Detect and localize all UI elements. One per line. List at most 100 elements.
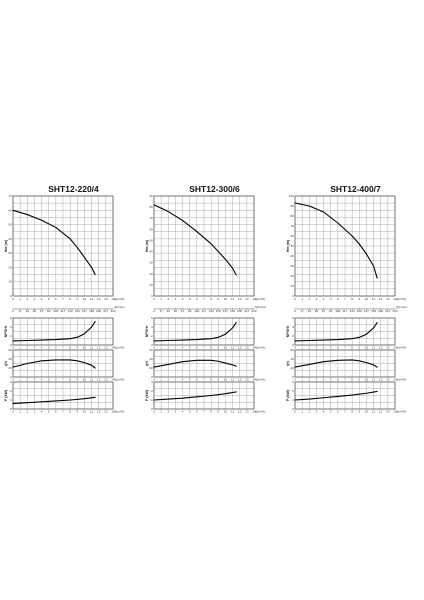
- curve-npsh: [12, 321, 96, 342]
- x-tick-label: 12: [238, 297, 242, 301]
- y-tick-label: 1: [292, 398, 294, 402]
- lmin-tick-label: 167: [82, 309, 87, 313]
- x-tick-label: 9: [76, 410, 78, 414]
- plot-frame: [12, 317, 114, 346]
- lmin-tick-label: 0: [294, 309, 296, 313]
- curve-eff: [12, 359, 96, 369]
- y-tick-label: 30: [8, 251, 12, 255]
- x-tick-label: 11: [90, 346, 93, 350]
- x-tick-label: 11: [231, 378, 234, 382]
- plot-frame: [294, 349, 396, 378]
- x-tick-label: 10: [83, 346, 87, 350]
- lmin-tick-label: 67: [322, 309, 326, 313]
- y-tick-label: 60: [290, 234, 294, 238]
- x-unit-label: Q(m³/h): [114, 378, 124, 382]
- x-tick-label: 10: [365, 378, 369, 382]
- x-tick-label: 8: [351, 297, 353, 301]
- x-tick-label: 7: [203, 297, 205, 301]
- chart-title: SHT12-300/6: [189, 184, 240, 194]
- x-tick-label: 5: [189, 378, 191, 382]
- x-tick-label: 14: [252, 346, 256, 350]
- x-tick-label: 10: [365, 346, 369, 350]
- y-tick-label: 4: [151, 325, 153, 329]
- y-tick-label: 60: [149, 348, 153, 352]
- curve-head: [153, 204, 237, 276]
- x-tick-label: 13: [104, 297, 108, 301]
- plot-frame: [12, 349, 114, 378]
- y-tick-label: 3: [10, 380, 12, 384]
- lmin-tick-label: 200: [237, 309, 242, 313]
- lmin-tick-label: 17: [300, 309, 304, 313]
- lmin-tick-label: 133: [68, 309, 73, 313]
- lmin-tick-label: 183: [230, 309, 235, 313]
- x-tick-label: 10: [224, 410, 228, 414]
- x-tick-label: 6: [337, 297, 339, 301]
- x-tick-label: 11: [372, 346, 375, 350]
- x-unit-label: Q(m³/h): [255, 378, 265, 382]
- curve-power: [294, 390, 378, 401]
- y-tick-label: 10: [149, 283, 153, 287]
- lmin-tick-label: 117: [202, 309, 207, 313]
- x-tick-label: 4: [323, 346, 325, 350]
- plot-frame: [12, 195, 114, 297]
- chart-title: SHT12-400/7: [330, 184, 381, 194]
- x-tick-label: 7: [62, 297, 64, 301]
- x-tick-label: 9: [76, 378, 78, 382]
- y-axis-label: Hm (m): [145, 239, 149, 252]
- y-tick-label: 6: [10, 316, 12, 320]
- plot-frame: [294, 195, 396, 297]
- x-tick-label: 2: [26, 297, 28, 301]
- lmin-tick-label: 233: [110, 309, 115, 313]
- x-tick-label: 7: [344, 346, 346, 350]
- x-tick-label: 6: [196, 346, 198, 350]
- lmin-tick-label: 217: [385, 309, 390, 313]
- x-unit-label: Q(m³/h): [114, 410, 124, 414]
- y-axis-label: P (kW): [286, 389, 290, 401]
- x-tick-label: 2: [26, 410, 28, 414]
- y-axis-label: Hm (m): [4, 239, 8, 252]
- y-axis-label: NPSHr: [286, 325, 290, 337]
- chart-panel-1: SHT12-220/4 0 10 20 30 40 50 60 70 Hm (m) 0 1 2 3 4 5 6…: [3, 0, 144, 600]
- x-tick-label: 10: [224, 346, 228, 350]
- y-tick-label: 40: [149, 357, 153, 361]
- lmin-tick-label: 17: [159, 309, 163, 313]
- x-tick-label: 2: [26, 378, 28, 382]
- x-tick-label: 14: [252, 297, 256, 301]
- y-tick-label: 40: [8, 237, 12, 241]
- lmin-tick-label: 83: [47, 309, 51, 313]
- x-tick-label: 11: [372, 297, 375, 301]
- x-tick-label: 8: [210, 297, 212, 301]
- y-axis-label: η%: [286, 360, 290, 366]
- x-tick-label: 12: [97, 297, 101, 301]
- curve-power: [12, 396, 96, 405]
- x-tick-label: 7: [62, 410, 64, 414]
- y-axis-label: P (kW): [145, 389, 149, 401]
- x-tick-label: 2: [167, 410, 169, 414]
- x-tick-label: 9: [76, 346, 78, 350]
- x-tick-label: 3: [316, 346, 318, 350]
- lmin-tick-label: 150: [216, 309, 221, 313]
- x-tick-label: 9: [358, 378, 360, 382]
- x-tick-label: 7: [62, 378, 64, 382]
- y-tick-label: 0: [151, 343, 153, 347]
- x-tick-label: 14: [252, 378, 256, 382]
- x-tick-label: 13: [386, 346, 390, 350]
- x-tick-label: 5: [330, 378, 332, 382]
- x-tick-label: 3: [34, 297, 36, 301]
- lmin-tick-label: 183: [89, 309, 94, 313]
- x-tick-label: 12: [379, 346, 383, 350]
- x-tick-label: 0: [294, 378, 296, 382]
- x-tick-label: 9: [358, 410, 360, 414]
- x-tick-label: 4: [182, 346, 184, 350]
- x-tick-label: 12: [238, 410, 242, 414]
- y-axis-label: P (kW): [4, 389, 8, 401]
- x-tick-label: 4: [182, 410, 184, 414]
- x-tick-label: 6: [337, 410, 339, 414]
- x-tick-label: 13: [104, 378, 108, 382]
- lmin-tick-label: 167: [364, 309, 369, 313]
